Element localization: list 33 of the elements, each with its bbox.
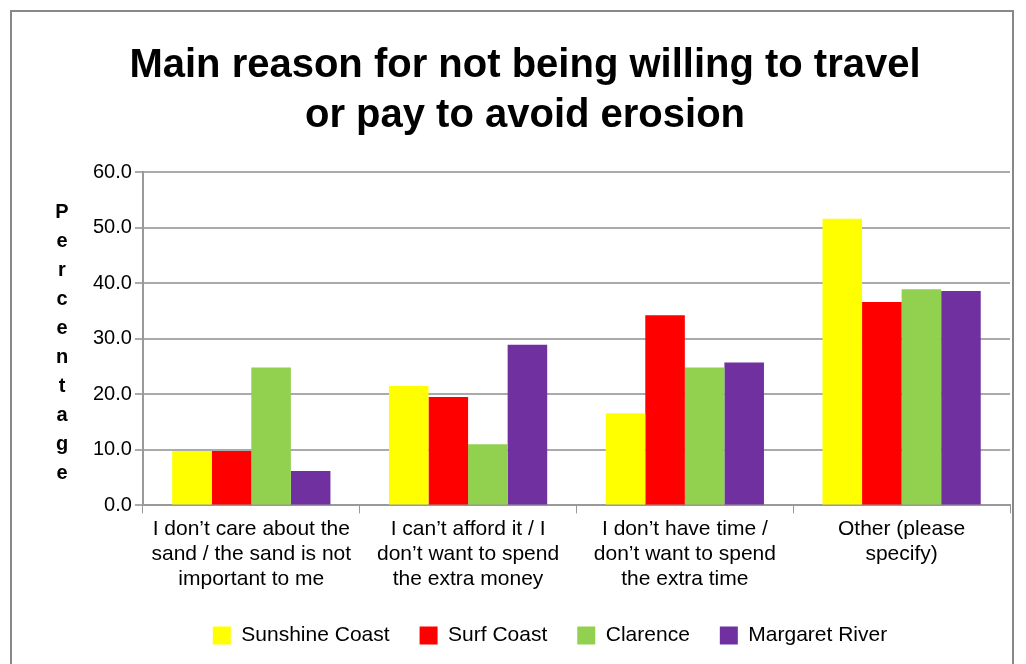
bar [468, 444, 508, 505]
x-tick-label: Other (please specify) [838, 515, 966, 564]
bar [428, 397, 469, 505]
y-axis-title: Percentage [50, 200, 73, 490]
bar [941, 290, 981, 505]
bar [684, 367, 725, 505]
y-tick-label: 0.0 [104, 492, 132, 515]
legend-label: Margaret River [748, 622, 888, 646]
bar [901, 289, 942, 505]
bar [724, 362, 764, 505]
y-tick-label: 10.0 [92, 437, 132, 460]
y-tick-label: 40.0 [92, 270, 132, 293]
bar [507, 344, 548, 505]
y-tick-label: 20.0 [92, 381, 132, 404]
legend-label: Clarence [605, 622, 690, 646]
bar [211, 450, 252, 505]
legend-label: Sunshine Coast [241, 622, 390, 646]
bar [822, 218, 863, 505]
legend-label: Surf Coast [448, 622, 548, 646]
chart-title: Main reason for not being willing to travel or pay to avoid erosion [128, 40, 922, 137]
bar [172, 450, 212, 505]
x-tick-label: I can’t afford it / I don’t want to spend the extra money [377, 515, 560, 590]
bar [290, 470, 331, 505]
y-tick-label: 50.0 [92, 215, 132, 238]
x-tick-label: I don’t care about the sand / the sand is not important to me [151, 515, 352, 590]
bar [862, 302, 902, 505]
bar [251, 367, 291, 505]
x-tick-label: I don’t have time / don’t want to spend the extra time [593, 515, 776, 590]
bar [605, 413, 646, 505]
bar [645, 315, 685, 505]
y-tick-label: 30.0 [92, 326, 132, 349]
y-tick-label: 60.0 [92, 159, 132, 182]
bar [388, 385, 429, 505]
